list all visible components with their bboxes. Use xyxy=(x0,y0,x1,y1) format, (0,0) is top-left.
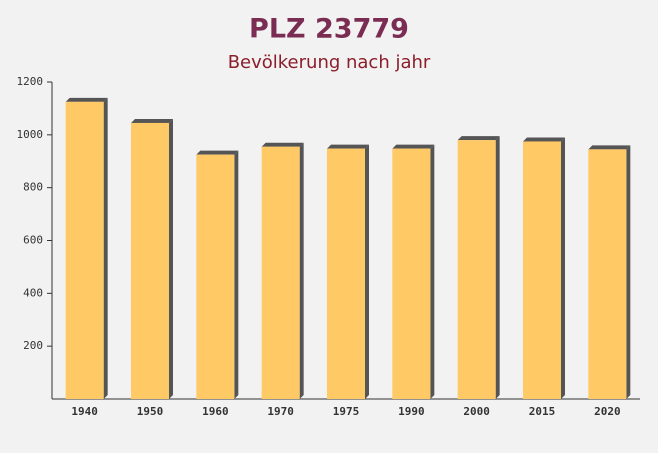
bar-side xyxy=(626,145,631,399)
bar xyxy=(523,141,561,399)
bar-top xyxy=(65,97,108,102)
bar-side xyxy=(430,144,435,399)
bar-side xyxy=(561,137,565,399)
y-tick-label: 600 xyxy=(23,234,43,247)
chart-subtitle: Bevölkerung nach jahr xyxy=(228,52,431,73)
bar xyxy=(392,148,431,399)
x-tick-label: 2000 xyxy=(463,405,490,418)
bar-top xyxy=(392,144,435,149)
bar-side xyxy=(234,150,239,399)
bar-side xyxy=(169,118,173,399)
bar-top xyxy=(523,137,565,142)
x-tick-label: 1990 xyxy=(398,405,425,418)
bar-side xyxy=(365,144,369,399)
bar-side xyxy=(495,136,500,399)
x-tick-label: 1970 xyxy=(267,405,294,418)
x-tick-label: 1960 xyxy=(202,405,229,418)
x-tick-label: 2020 xyxy=(594,405,621,418)
bar xyxy=(457,140,496,399)
y-tick-label: 1000 xyxy=(17,128,44,141)
bar xyxy=(588,149,627,399)
x-tick-label: 2015 xyxy=(529,405,556,418)
x-tick-label: 1950 xyxy=(137,405,164,418)
bar-top xyxy=(588,145,631,150)
x-tick-label: 1940 xyxy=(71,405,98,418)
bar xyxy=(327,148,365,399)
bar-side xyxy=(299,142,304,400)
bar-top xyxy=(261,142,304,147)
bar xyxy=(196,154,235,399)
bar-top xyxy=(196,150,239,155)
y-tick-label: 1200 xyxy=(17,75,44,88)
bar-top xyxy=(457,136,500,141)
bar-side xyxy=(103,97,108,399)
chart-title: PLZ 23779 xyxy=(249,14,409,45)
bar xyxy=(261,146,300,399)
y-tick-label: 800 xyxy=(23,181,43,194)
y-tick-label: 400 xyxy=(23,286,43,299)
bar-top xyxy=(327,144,369,149)
bar xyxy=(131,122,169,399)
x-tick-label: 1975 xyxy=(333,405,360,418)
y-tick-label: 200 xyxy=(23,339,43,352)
bar-top xyxy=(131,118,173,123)
bar xyxy=(65,101,104,399)
